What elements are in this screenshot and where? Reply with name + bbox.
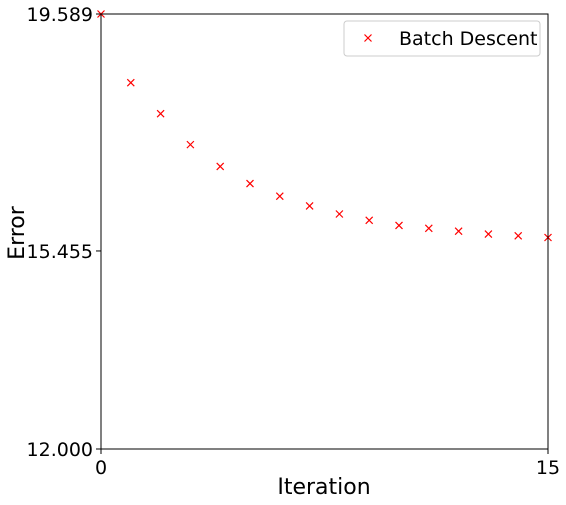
legend-box: [343, 20, 541, 57]
y-axis: 12.000 15.455 19.589: [27, 4, 101, 461]
data-point: [424, 224, 433, 233]
data-point: [156, 109, 165, 118]
y-tick-label: 12.000: [27, 439, 93, 461]
data-point: [335, 210, 344, 218]
legend-label-batch-descent: Batch Descent: [399, 28, 538, 50]
y-tick-label: 15.455: [27, 241, 93, 263]
data-point: [186, 140, 195, 149]
data-point: [454, 227, 463, 236]
data-point: [275, 192, 284, 201]
data-point: [484, 230, 493, 238]
plot-frame: [100, 13, 549, 450]
legend: Batch Descent: [343, 20, 541, 57]
data-point: [246, 179, 254, 188]
y-axis-title: Error: [5, 205, 30, 260]
legend-marker-x: [364, 34, 372, 42]
y-tick-label: 19.589: [27, 4, 93, 26]
x-tick-label: 15: [536, 457, 560, 479]
plot-area: [97, 10, 552, 242]
legend-marker-batch-descent: [364, 34, 372, 42]
x-axis: 0 15: [95, 449, 560, 479]
data-point: [365, 216, 374, 225]
x-axis-title: Iteration: [277, 475, 370, 500]
data-point: [305, 202, 314, 210]
data-point: [395, 221, 403, 230]
data-point: [126, 78, 135, 87]
data-point: [216, 162, 225, 171]
x-tick-label: 0: [95, 457, 107, 479]
data-point: [514, 231, 523, 240]
